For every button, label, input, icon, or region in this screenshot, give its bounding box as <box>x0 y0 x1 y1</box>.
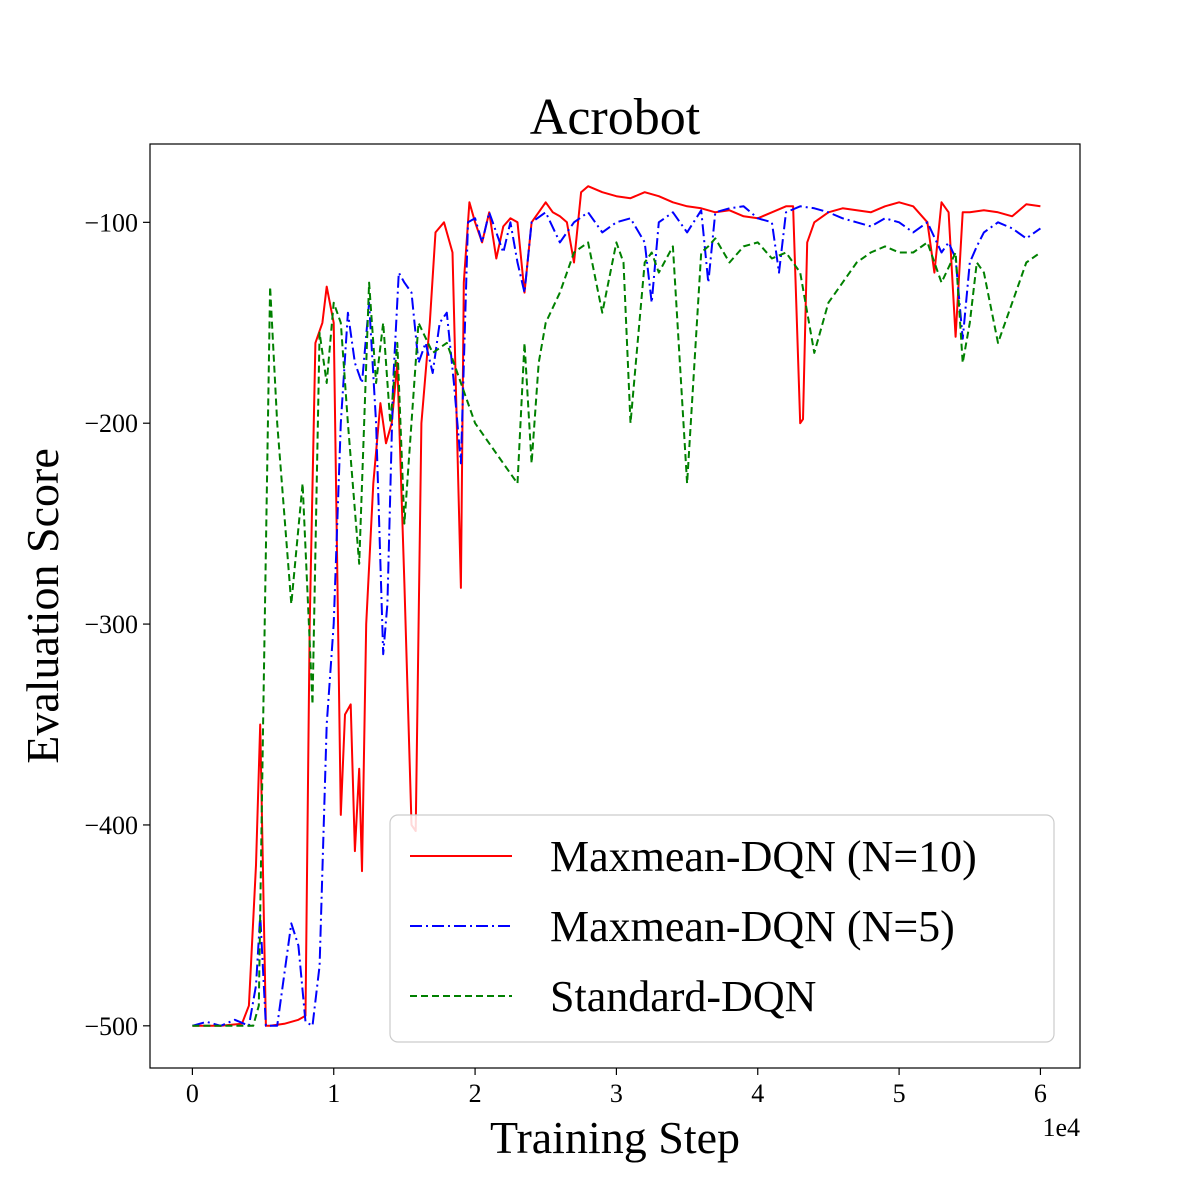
x-tick-label: 0 <box>186 1079 199 1108</box>
x-axis-offset-label: 1e4 <box>1042 1113 1080 1142</box>
x-tick-label: 2 <box>469 1079 482 1108</box>
x-tick-label: 6 <box>1034 1079 1047 1108</box>
y-axis-label: Evaluation Score <box>17 448 68 764</box>
y-tick-label: −500 <box>84 1012 138 1041</box>
legend-label-3: Standard-DQN <box>550 972 816 1021</box>
x-tick-label: 3 <box>610 1079 623 1108</box>
plot-frame <box>149 143 1081 1069</box>
x-tick-label: 4 <box>751 1079 764 1108</box>
y-tick-label: −400 <box>84 811 138 840</box>
y-tick-label: −300 <box>84 610 138 639</box>
x-axis-label: Training Step <box>490 1112 740 1163</box>
legend: Maxmean-DQN (N=10) Maxmean-DQN (N=5) Stand… <box>389 814 1055 1043</box>
legend-label-1: Maxmean-DQN (N=10) <box>550 832 977 881</box>
series-line-2 <box>192 205 1041 1027</box>
chart-title: Acrobot <box>530 89 701 146</box>
x-tick-label: 5 <box>893 1079 906 1108</box>
x-tick-label: 1 <box>327 1079 340 1108</box>
y-tick-label: −200 <box>84 409 138 438</box>
plot-area: 0 1 2 3 4 5 6 −500 −400 −300 −200 −100 Maxmean-DQN (… <box>84 143 1081 1108</box>
legend-label-2: Maxmean-DQN (N=5) <box>550 902 955 951</box>
legend-box <box>389 814 1055 1043</box>
y-tick-label: −100 <box>84 208 138 237</box>
series-line-3 <box>192 237 1041 1027</box>
